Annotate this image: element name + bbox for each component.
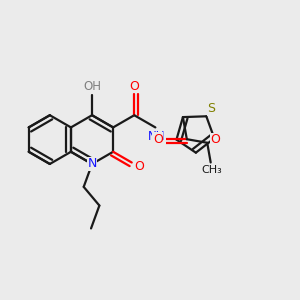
- Text: O: O: [153, 133, 163, 146]
- Text: NH: NH: [148, 130, 166, 143]
- Text: O: O: [211, 133, 220, 146]
- Text: N: N: [87, 158, 97, 170]
- Text: OH: OH: [83, 80, 101, 93]
- Text: O: O: [129, 80, 139, 92]
- Text: CH₃: CH₃: [202, 165, 222, 175]
- Text: O: O: [134, 160, 144, 173]
- Text: S: S: [208, 102, 216, 115]
